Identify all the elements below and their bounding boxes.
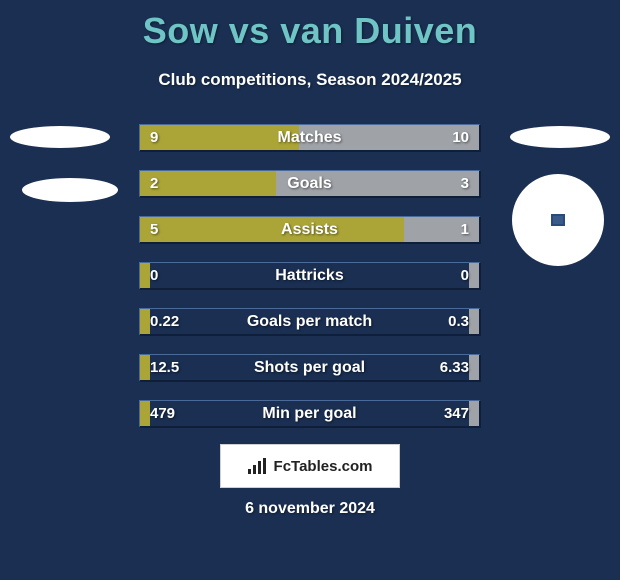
stat-row: 00Hattricks [139, 262, 481, 290]
stat-label: Shots per goal [140, 355, 479, 380]
stat-label: Matches [140, 125, 479, 150]
logo-box: FcTables.com [220, 444, 400, 488]
stats-container: 910Matches 23Goals 51Assists 00Hattricks 0.2… [139, 124, 481, 446]
bar-chart-icon [248, 458, 268, 474]
stat-label: Goals per match [140, 309, 479, 334]
stat-row: 12.56.33Shots per goal [139, 354, 481, 382]
player-right-badge [512, 174, 604, 266]
stat-row: 0.220.3Goals per match [139, 308, 481, 336]
player-left-placeholder-1 [10, 126, 110, 148]
page-subtitle: Club competitions, Season 2024/2025 [0, 70, 620, 90]
player-left-placeholder-2 [22, 178, 118, 202]
date-text: 6 november 2024 [0, 500, 620, 518]
stat-row: 479347Min per goal [139, 400, 481, 428]
logo-text: FcTables.com [274, 458, 373, 475]
stat-row: 910Matches [139, 124, 481, 152]
stat-label: Min per goal [140, 401, 479, 426]
stat-label: Assists [140, 217, 479, 242]
stat-row: 23Goals [139, 170, 481, 198]
badge-icon [551, 214, 565, 226]
page-title: Sow vs van Duiven [0, 0, 620, 52]
player-right-placeholder-1 [510, 126, 610, 148]
stat-row: 51Assists [139, 216, 481, 244]
stat-label: Hattricks [140, 263, 479, 288]
stat-label: Goals [140, 171, 479, 196]
